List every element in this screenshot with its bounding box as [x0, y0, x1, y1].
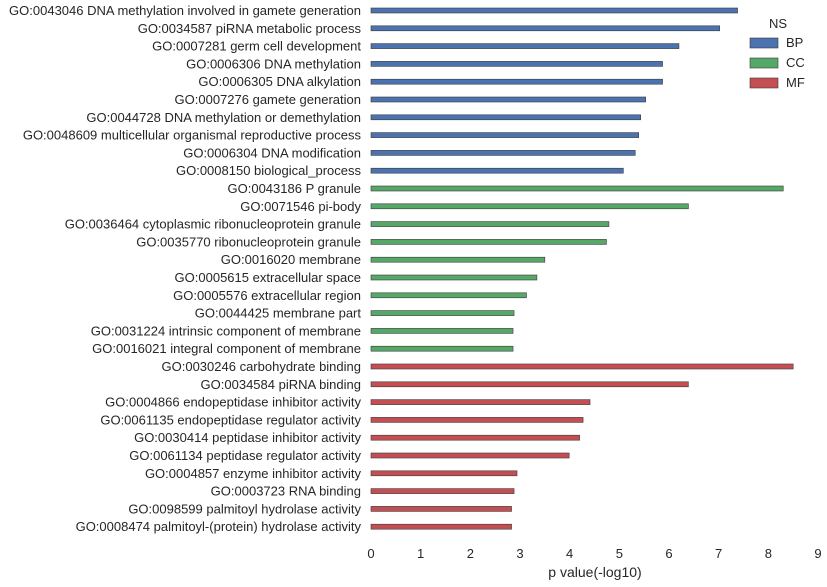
bar-bp [370, 167, 624, 174]
bar-mf [370, 363, 794, 370]
x-tick-label: 1 [417, 546, 424, 561]
category-label: GO:0035770 ribonucleoprotein granule [136, 234, 361, 249]
x-tick-label: 2 [467, 546, 474, 561]
bar-mf [370, 506, 512, 512]
bar-cc [370, 310, 515, 316]
category-label: GO:0007281 germ cell development [152, 39, 361, 54]
legend-label-cc: CC [786, 55, 805, 70]
category-label: GO:0061135 endopeptidase regulator activ… [100, 412, 361, 427]
category-label: GO:0008474 palmitoyl-(protein) hydrolase… [76, 519, 362, 534]
legend-label-bp: BP [786, 35, 803, 50]
x-axis-ticks: 0 1 2 3 4 5 6 7 8 9 [367, 546, 821, 561]
category-label: GO:0034587 piRNA metabolic process [138, 21, 362, 36]
x-tick-label: 4 [566, 546, 573, 561]
bar-cc [370, 328, 514, 334]
category-label: GO:0003723 RNA binding [211, 484, 361, 499]
bar-cc [370, 292, 527, 299]
legend-swatch-cc [749, 57, 779, 69]
category-label: GO:0036464 cytoplasmic ribonucleoprotein… [65, 217, 361, 232]
bar-cc [370, 203, 689, 210]
bar-bp [370, 43, 680, 49]
bar-cc [370, 185, 784, 192]
category-label: GO:0016021 integral component of membran… [92, 341, 361, 356]
legend-label-mf: MF [786, 75, 805, 90]
x-tick-label: 5 [616, 546, 623, 561]
x-tick-label: 3 [516, 546, 523, 561]
x-tick-label: 0 [367, 546, 374, 561]
legend-swatch-mf [749, 77, 779, 89]
bar-bp [370, 61, 663, 67]
legend-items: BP CC MF [749, 35, 805, 90]
bar-bp [370, 25, 720, 32]
x-axis-title: p value(-log10) [548, 564, 641, 580]
x-tick-label: 7 [715, 546, 722, 561]
bar-bp [370, 114, 641, 121]
bar-mf [370, 381, 689, 388]
bar-mf [370, 417, 584, 423]
category-label: GO:0043046 DNA methylation involved in g… [9, 3, 361, 18]
category-label: GO:0004866 endopeptidase inhibitor activ… [105, 395, 361, 410]
bar-bp [370, 96, 646, 103]
category-label: GO:0034584 piRNA binding [201, 377, 361, 392]
bar-cc [370, 256, 546, 263]
category-labels: GO:0043046 DNA methylation involved in g… [9, 3, 361, 534]
category-label: GO:0043186 P granule [228, 181, 361, 196]
bar-cc [370, 345, 514, 352]
category-label: GO:0006304 DNA modification [183, 145, 361, 160]
category-label: GO:0030246 carbohydrate binding [162, 359, 361, 374]
category-label: GO:0006305 DNA alkylation [198, 74, 361, 89]
bar-mf [370, 488, 515, 494]
category-label: GO:0004857 enzyme inhibitor activity [145, 466, 362, 481]
category-label: GO:0005615 extracellular space [175, 270, 361, 285]
category-label: GO:0031224 intrinsic component of membra… [91, 323, 361, 338]
bar-bp [370, 150, 636, 156]
bar-cc [370, 239, 607, 245]
category-label: GO:0016020 membrane [221, 252, 361, 267]
bar-mf [370, 452, 570, 459]
x-tick-label: 6 [665, 546, 672, 561]
bar-cc [370, 221, 610, 227]
category-label: GO:0007276 gamete generation [175, 92, 361, 107]
bar-mf [370, 523, 512, 530]
legend-swatch-bp [749, 37, 779, 49]
category-label: GO:0030414 peptidase inhibitor activity [134, 430, 361, 445]
bar-bp [370, 7, 738, 14]
bar-group [370, 7, 794, 530]
category-label: GO:0098599 palmitoyl hydrolase activity [128, 501, 361, 516]
category-label: GO:0044425 membrane part [195, 306, 362, 321]
category-label: GO:0061134 peptidase regulator activity [129, 448, 361, 463]
legend: NS BP CC MF [749, 16, 805, 90]
bar-mf [370, 399, 591, 405]
x-tick-label: 8 [765, 546, 772, 561]
category-label: GO:0044728 DNA methylation or demethylat… [86, 110, 361, 125]
x-tick-label: 9 [814, 546, 821, 561]
bar-mf [370, 470, 518, 477]
category-label: GO:0071546 pi-body [240, 199, 361, 214]
bar-bp [370, 132, 640, 138]
category-label: GO:0005576 extracellular region [173, 288, 361, 303]
bar-bp [370, 78, 663, 85]
bar-cc [370, 274, 538, 281]
legend-title: NS [769, 16, 787, 31]
category-label: GO:0006306 DNA methylation [186, 56, 361, 71]
category-label: GO:0048609 multicellular organismal repr… [23, 128, 362, 143]
category-label: GO:0008150 biological_process [176, 163, 362, 178]
bar-mf [370, 434, 580, 441]
